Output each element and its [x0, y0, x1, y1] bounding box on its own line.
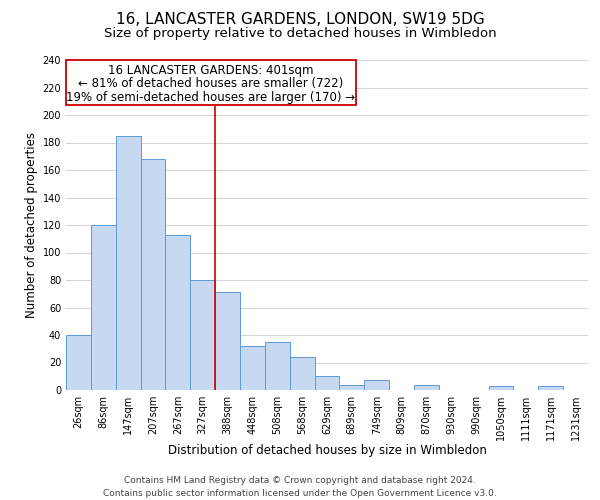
Text: 16, LANCASTER GARDENS, LONDON, SW19 5DG: 16, LANCASTER GARDENS, LONDON, SW19 5DG	[116, 12, 484, 28]
Bar	[140, 159, 166, 390]
Bar	[240, 346, 265, 390]
Text: 19% of semi-detached houses are larger (170) →: 19% of semi-detached houses are larger (…	[66, 91, 355, 104]
Bar	[265, 342, 290, 390]
Bar	[166, 234, 190, 390]
Bar	[290, 357, 314, 390]
Text: ← 81% of detached houses are smaller (722): ← 81% of detached houses are smaller (72…	[78, 78, 343, 90]
Bar	[364, 380, 389, 390]
Bar	[538, 386, 563, 390]
Bar	[488, 386, 514, 390]
Text: Contains HM Land Registry data © Crown copyright and database right 2024.
Contai: Contains HM Land Registry data © Crown c…	[103, 476, 497, 498]
X-axis label: Distribution of detached houses by size in Wimbledon: Distribution of detached houses by size …	[167, 444, 487, 458]
Bar	[314, 376, 340, 390]
Y-axis label: Number of detached properties: Number of detached properties	[25, 132, 38, 318]
Text: Size of property relative to detached houses in Wimbledon: Size of property relative to detached ho…	[104, 28, 496, 40]
Text: 16 LANCASTER GARDENS: 401sqm: 16 LANCASTER GARDENS: 401sqm	[108, 64, 314, 77]
Bar	[66, 335, 91, 390]
Bar	[190, 280, 215, 390]
FancyBboxPatch shape	[66, 60, 356, 104]
Bar	[414, 384, 439, 390]
Bar	[340, 384, 364, 390]
Bar	[91, 225, 116, 390]
Bar	[116, 136, 140, 390]
Bar	[215, 292, 240, 390]
